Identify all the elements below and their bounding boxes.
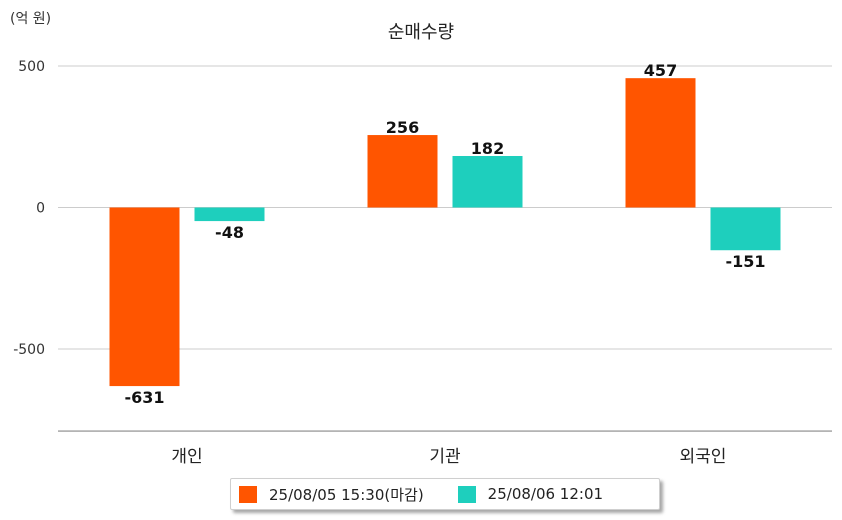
data-label: -151 (725, 252, 765, 271)
y-tick-label: 500 (18, 59, 45, 75)
data-label: 256 (386, 118, 419, 137)
legend-swatch-series-2 (457, 485, 476, 503)
bar (109, 207, 180, 387)
legend-swatch-series-1 (239, 485, 257, 503)
legend-label-series-2: 25/08/06 12:01 (487, 485, 604, 503)
legend-item-series-1[interactable]: 25/08/05 15:30(마감) (239, 484, 424, 505)
bar (367, 135, 438, 208)
x-tick-label: 기관 (429, 447, 460, 467)
y-tick-label: 0 (36, 201, 45, 217)
legend: 25/08/05 15:30(마감) 25/08/06 12:01 (230, 478, 660, 510)
bar (194, 207, 265, 222)
data-label: 182 (471, 139, 504, 158)
x-tick-label: 개인 (171, 447, 202, 467)
data-label: 457 (644, 61, 677, 80)
bar (625, 78, 696, 208)
legend-item-series-2[interactable]: 25/08/06 12:01 (457, 485, 604, 503)
bar (452, 155, 523, 208)
data-label: -631 (124, 388, 164, 407)
unit-label: (억 원) (10, 11, 52, 27)
data-label: -48 (215, 223, 244, 242)
bar (710, 207, 781, 251)
x-tick-label: 외국인 (680, 447, 727, 467)
legend-label-series-1: 25/08/05 15:30(마감) (269, 485, 424, 504)
y-tick-label: -500 (13, 342, 45, 358)
chart-title: 순매수량 (387, 22, 455, 43)
